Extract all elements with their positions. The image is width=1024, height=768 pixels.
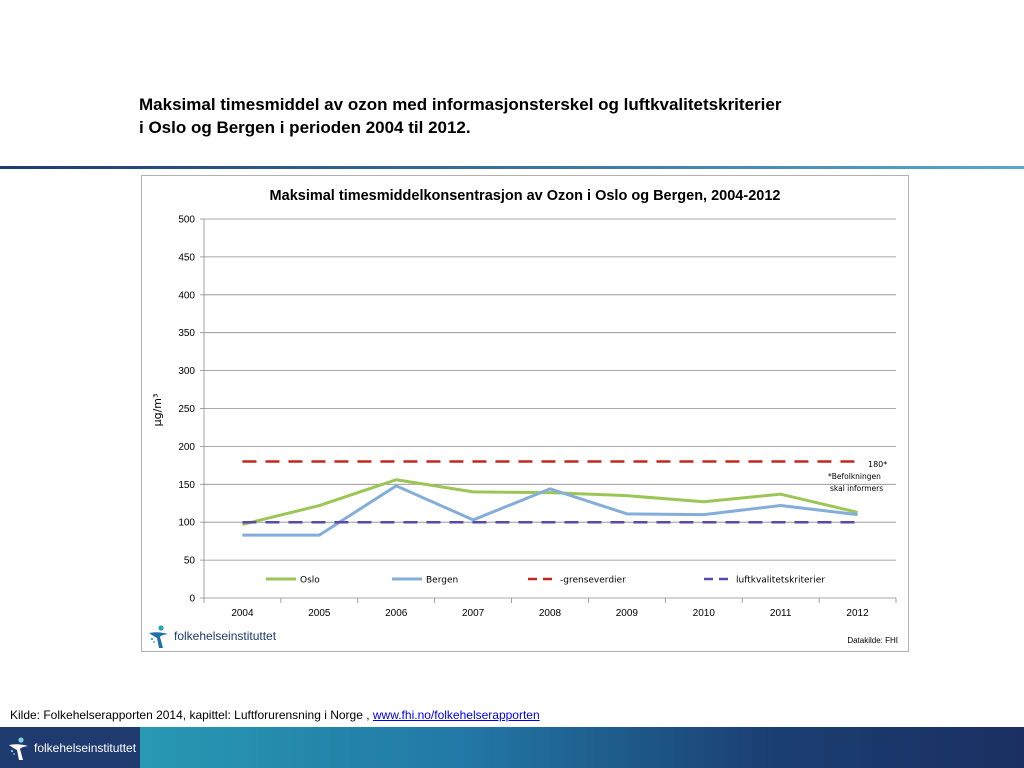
annotation-value: 180* — [868, 460, 887, 469]
source-prefix: Kilde: Folkehelserapporten 2014, kapitte… — [10, 708, 373, 722]
chart-logo-text: folkehelseinstituttet — [174, 629, 277, 643]
x-tick-label: 2008 — [539, 608, 562, 619]
x-tick-label: 2006 — [385, 608, 408, 619]
chart-legend: Oslo Bergen -grenseverdier luftkvalitetskri… — [266, 576, 825, 586]
ozone-line-chart: Maksimal timesmiddelkonsentrasjon av Ozo… — [151, 188, 897, 619]
y-tick-label: 400 — [178, 290, 195, 301]
y-tick-label: 500 — [178, 215, 195, 226]
fhi-figure-icon — [9, 736, 28, 760]
y-tick-label: 250 — [178, 404, 195, 415]
y-tick-label: 100 — [178, 518, 195, 529]
x-tick-label: 2007 — [462, 608, 485, 619]
y-tick-label: 350 — [178, 328, 195, 339]
annotation-note-line2: skal informers — [830, 484, 883, 493]
header-divider — [0, 166, 1024, 169]
chart-logo: folkehelseinstituttet — [146, 623, 276, 649]
y-axis-ticks: 0 50 100 150 200 250 300 350 400 450 500 — [178, 215, 204, 605]
series-line-oslo — [242, 478, 858, 526]
x-tick-label: 2010 — [693, 608, 716, 619]
annotation-note-line1: *Befolkningen — [828, 472, 881, 481]
chart-title: Maksimal timesmiddelkonsentrasjon av Ozo… — [270, 188, 781, 204]
fhi-figure-icon — [149, 625, 168, 648]
data-source-label: Datakilde: FHI — [847, 636, 898, 645]
y-tick-label: 450 — [178, 252, 195, 263]
legend-label-grenseverdier: -grenseverdier — [560, 576, 626, 586]
legend-label-luftkvalitetskriterier: luftkvalitetskriterier — [736, 576, 825, 586]
chart-frame: Maksimal timesmiddelkonsentrasjon av Ozo… — [141, 175, 909, 652]
x-tick-label: 2004 — [231, 608, 254, 619]
slide-title: Maksimal timesmiddel av ozon med informa… — [139, 93, 919, 139]
chart-gridlines — [203, 218, 896, 599]
footer-logo: folkehelseinstituttet — [0, 727, 140, 768]
y-tick-label: 0 — [189, 594, 195, 605]
y-axis-label: µg/m³ — [151, 394, 164, 427]
slide-title-line2: i Oslo og Bergen i perioden 2004 til 201… — [139, 118, 471, 137]
slide-title-line1: Maksimal timesmiddel av ozon med informa… — [139, 95, 782, 114]
x-axis-ticks: 2004 2005 2006 2007 2008 2009 2010 2011 2012 — [203, 598, 897, 619]
legend-label-bergen: Bergen — [426, 576, 458, 586]
x-tick-label: 2011 — [770, 608, 792, 619]
x-tick-label: 2012 — [846, 608, 869, 619]
footer-logo-text: folkehelseinstituttet — [34, 740, 137, 755]
chart-series — [242, 460, 858, 537]
x-tick-label: 2009 — [616, 608, 639, 619]
legend-label-oslo: Oslo — [300, 576, 320, 586]
source-link[interactable]: www.fhi.no/folkehelserapporten — [372, 708, 540, 722]
y-tick-label: 300 — [178, 366, 195, 377]
y-tick-label: 50 — [184, 556, 196, 567]
footer-bar: folkehelseinstituttet — [0, 727, 1024, 768]
y-tick-label: 200 — [178, 442, 195, 453]
x-tick-label: 2005 — [308, 608, 331, 619]
y-tick-label: 150 — [178, 480, 195, 491]
source-line: Kilde: Folkehelserapporten 2014, kapitte… — [10, 708, 540, 722]
